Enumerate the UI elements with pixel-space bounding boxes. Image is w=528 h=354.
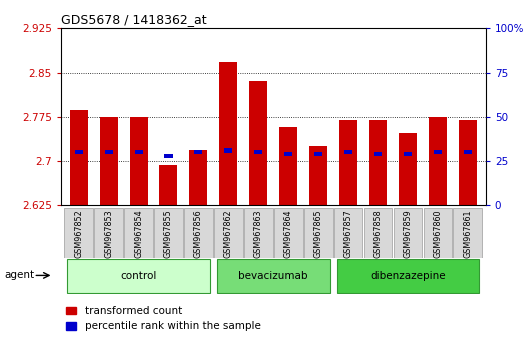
Bar	[434, 150, 442, 154]
Bar	[164, 154, 173, 158]
Text: control: control	[120, 271, 157, 281]
Text: dibenzazepine: dibenzazepine	[370, 271, 446, 281]
Text: GDS5678 / 1418362_at: GDS5678 / 1418362_at	[61, 13, 206, 26]
FancyBboxPatch shape	[393, 208, 422, 258]
FancyBboxPatch shape	[94, 208, 123, 258]
FancyBboxPatch shape	[274, 208, 303, 258]
Bar	[70, 110, 88, 205]
Bar	[224, 148, 232, 153]
Bar	[369, 120, 387, 205]
Text: GSM967859: GSM967859	[403, 210, 412, 258]
Text: GSM967863: GSM967863	[254, 210, 263, 258]
Text: GSM967855: GSM967855	[164, 210, 173, 258]
FancyBboxPatch shape	[334, 208, 362, 258]
Bar	[464, 150, 472, 154]
Bar	[249, 81, 267, 205]
Text: GSM967865: GSM967865	[314, 210, 323, 258]
Bar	[309, 146, 327, 205]
Bar	[74, 150, 83, 154]
Text: GSM967860: GSM967860	[433, 210, 442, 258]
Bar	[314, 152, 322, 156]
Bar	[429, 117, 447, 205]
Text: GSM967864: GSM967864	[284, 210, 293, 258]
Text: GSM967854: GSM967854	[134, 210, 143, 258]
Bar	[135, 150, 143, 154]
Bar	[190, 150, 208, 205]
Bar	[399, 133, 417, 205]
FancyBboxPatch shape	[67, 259, 210, 293]
FancyBboxPatch shape	[217, 259, 329, 293]
Text: GSM967856: GSM967856	[194, 210, 203, 258]
Bar	[279, 127, 297, 205]
Bar	[100, 117, 118, 205]
Bar	[129, 117, 147, 205]
Text: bevacizumab: bevacizumab	[239, 271, 308, 281]
FancyBboxPatch shape	[337, 259, 479, 293]
Bar	[219, 62, 237, 205]
Bar	[374, 152, 382, 156]
Bar	[404, 152, 412, 156]
Bar	[159, 165, 177, 205]
Text: GSM967853: GSM967853	[104, 210, 113, 258]
FancyBboxPatch shape	[184, 208, 213, 258]
Text: GSM967858: GSM967858	[373, 210, 382, 258]
Text: GSM967862: GSM967862	[224, 210, 233, 258]
Text: agent: agent	[5, 270, 35, 280]
FancyBboxPatch shape	[423, 208, 452, 258]
Bar	[344, 150, 352, 154]
Bar	[105, 150, 112, 154]
Bar	[339, 120, 357, 205]
FancyBboxPatch shape	[364, 208, 392, 258]
Bar	[254, 150, 262, 154]
Bar	[194, 150, 202, 154]
FancyBboxPatch shape	[454, 208, 482, 258]
FancyBboxPatch shape	[64, 208, 93, 258]
FancyBboxPatch shape	[124, 208, 153, 258]
FancyBboxPatch shape	[214, 208, 243, 258]
Bar	[284, 152, 292, 156]
FancyBboxPatch shape	[304, 208, 333, 258]
Text: GSM967861: GSM967861	[463, 210, 473, 258]
Text: GSM967852: GSM967852	[74, 210, 83, 258]
FancyBboxPatch shape	[154, 208, 183, 258]
FancyBboxPatch shape	[244, 208, 272, 258]
Text: GSM967857: GSM967857	[344, 210, 353, 258]
Legend: transformed count, percentile rank within the sample: transformed count, percentile rank withi…	[66, 306, 260, 331]
Bar	[459, 120, 477, 205]
